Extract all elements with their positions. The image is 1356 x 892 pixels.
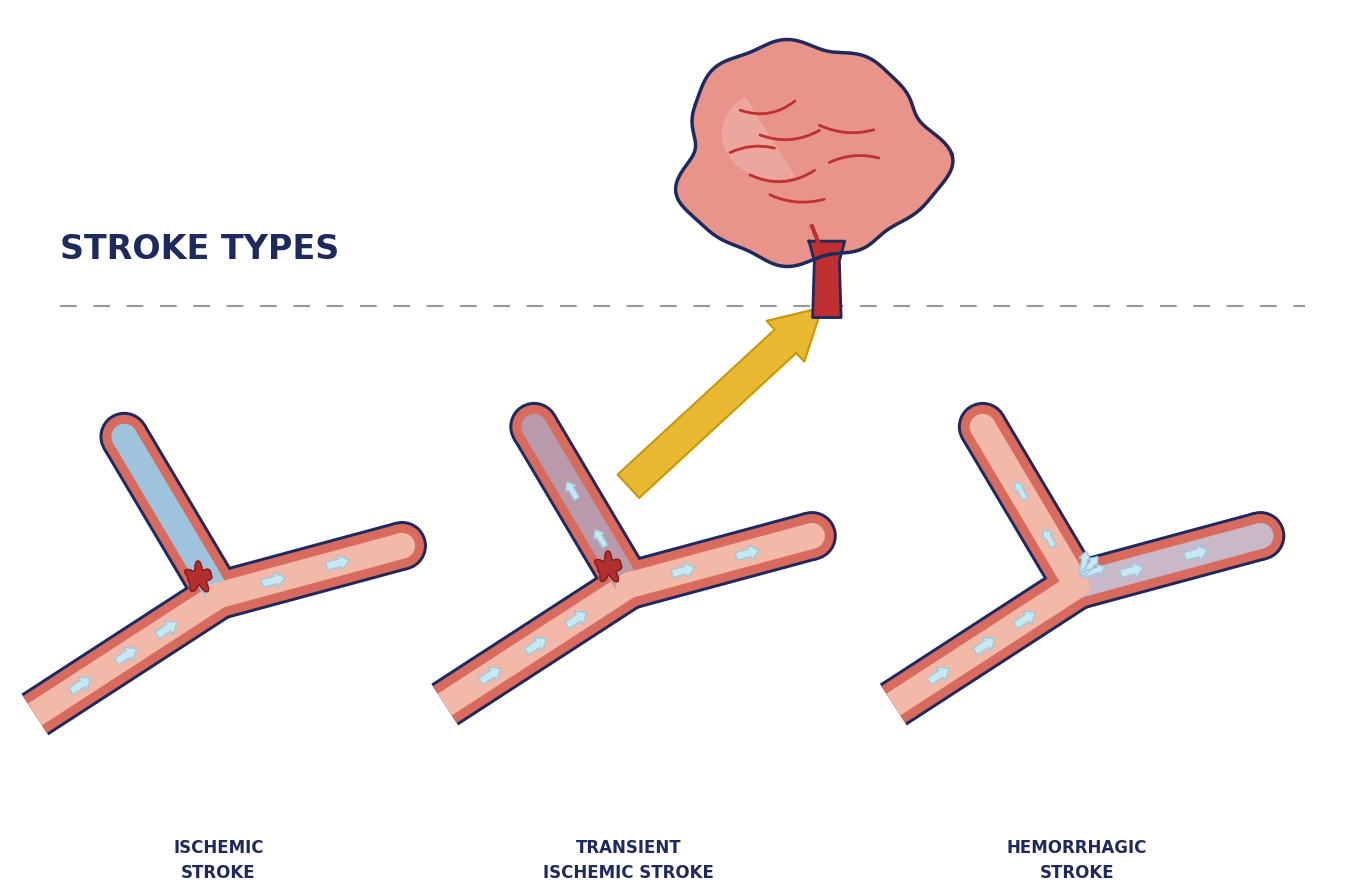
Circle shape — [510, 402, 559, 451]
Circle shape — [206, 582, 232, 608]
Polygon shape — [22, 574, 232, 735]
Circle shape — [1064, 573, 1090, 599]
Polygon shape — [1079, 551, 1090, 576]
Polygon shape — [216, 533, 405, 607]
Polygon shape — [675, 39, 953, 267]
Polygon shape — [69, 677, 91, 695]
Polygon shape — [964, 416, 1096, 597]
Polygon shape — [971, 420, 1088, 592]
Polygon shape — [1079, 557, 1098, 577]
Polygon shape — [23, 577, 231, 733]
Text: TRANSIENT
ISCHEMIC STROKE: TRANSIENT ISCHEMIC STROKE — [542, 838, 713, 881]
Polygon shape — [438, 574, 636, 715]
Polygon shape — [565, 482, 579, 500]
Polygon shape — [155, 621, 178, 639]
Polygon shape — [961, 414, 1098, 599]
Polygon shape — [887, 574, 1083, 715]
Polygon shape — [325, 555, 350, 570]
Circle shape — [603, 561, 654, 610]
Polygon shape — [431, 565, 641, 725]
Polygon shape — [735, 545, 759, 560]
Polygon shape — [184, 561, 212, 591]
Circle shape — [788, 511, 837, 561]
Polygon shape — [523, 420, 640, 592]
Polygon shape — [928, 667, 949, 685]
Polygon shape — [595, 551, 621, 582]
Polygon shape — [1120, 563, 1143, 578]
Polygon shape — [515, 416, 647, 597]
Polygon shape — [1071, 515, 1267, 607]
Circle shape — [111, 424, 137, 450]
Circle shape — [957, 402, 1008, 451]
Polygon shape — [625, 524, 815, 598]
Circle shape — [606, 564, 651, 607]
Circle shape — [194, 571, 243, 620]
Polygon shape — [479, 667, 500, 685]
Polygon shape — [1043, 529, 1056, 548]
Polygon shape — [525, 637, 546, 655]
Polygon shape — [262, 573, 285, 588]
Polygon shape — [671, 563, 696, 578]
Polygon shape — [1070, 512, 1267, 609]
Circle shape — [791, 514, 834, 558]
Circle shape — [1052, 561, 1101, 610]
Circle shape — [389, 533, 415, 558]
Circle shape — [380, 524, 424, 567]
Polygon shape — [106, 425, 237, 607]
Polygon shape — [513, 414, 650, 599]
Circle shape — [513, 405, 556, 449]
Circle shape — [377, 521, 427, 571]
Circle shape — [1235, 511, 1285, 561]
Polygon shape — [1074, 524, 1264, 598]
Polygon shape — [1081, 565, 1105, 578]
Circle shape — [1238, 514, 1283, 558]
Text: ISCHEMIC
STROKE: ISCHEMIC STROKE — [174, 838, 264, 881]
Polygon shape — [103, 424, 240, 608]
Circle shape — [970, 414, 995, 440]
Circle shape — [1248, 523, 1273, 549]
Circle shape — [521, 414, 546, 440]
Polygon shape — [433, 567, 640, 723]
Circle shape — [616, 573, 641, 599]
Polygon shape — [810, 241, 845, 318]
Polygon shape — [1013, 611, 1036, 629]
Polygon shape — [622, 515, 818, 607]
Polygon shape — [622, 512, 819, 609]
Polygon shape — [974, 637, 995, 655]
Polygon shape — [881, 567, 1089, 723]
Polygon shape — [1184, 545, 1208, 560]
Polygon shape — [213, 524, 408, 616]
Polygon shape — [28, 584, 225, 725]
Polygon shape — [1014, 482, 1028, 500]
Circle shape — [197, 574, 240, 617]
Circle shape — [799, 523, 824, 549]
Circle shape — [1055, 564, 1098, 607]
Text: HEMORRHAGIC
STROKE: HEMORRHAGIC STROKE — [1006, 838, 1147, 881]
Text: STROKE TYPES: STROKE TYPES — [60, 233, 339, 266]
Polygon shape — [113, 430, 229, 602]
Polygon shape — [565, 611, 587, 629]
Circle shape — [99, 412, 149, 461]
Polygon shape — [617, 308, 822, 498]
Polygon shape — [880, 565, 1090, 725]
Polygon shape — [115, 648, 137, 665]
Circle shape — [961, 405, 1005, 449]
Polygon shape — [212, 522, 408, 619]
Circle shape — [103, 415, 146, 458]
Polygon shape — [723, 98, 795, 178]
Polygon shape — [594, 529, 607, 548]
